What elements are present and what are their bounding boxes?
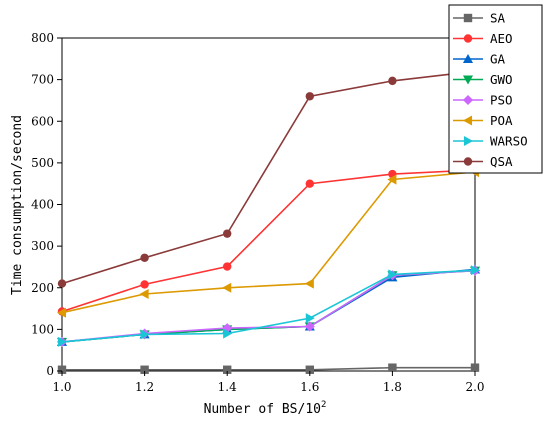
- legend-label-qsa: QSA: [490, 154, 513, 169]
- data-point-poa: [304, 278, 314, 289]
- data-point-aeo: [223, 262, 232, 271]
- y-tick-label: 600: [31, 114, 54, 128]
- data-point-sa: [388, 363, 397, 372]
- legend-label-aeo: AEO: [490, 31, 513, 46]
- series-sa: [57, 363, 480, 374]
- series-line-qsa: [61, 70, 476, 285]
- data-point-poa: [56, 307, 67, 318]
- series-line-aeo: [61, 169, 476, 313]
- y-axis-title: Time consumption/second: [10, 115, 25, 295]
- series-warso: [57, 265, 481, 347]
- data-point-qsa: [57, 279, 67, 288]
- data-point-warso: [305, 313, 315, 324]
- legend-label-gwo: GWO: [490, 72, 513, 87]
- data-point-warso: [388, 269, 398, 280]
- legend-marker-qsa: [463, 157, 473, 166]
- axes-layer: 0 100 200 300 400 500 600 700 800 1.0 1.2 1.4 1.6 1.8…: [31, 31, 484, 394]
- y-tick-label: 0: [46, 364, 54, 378]
- data-point-warso: [57, 336, 68, 347]
- data-point-poa: [139, 288, 149, 300]
- legend-marker-warso: [463, 135, 474, 147]
- series-aeo: [57, 165, 480, 316]
- x-axis-title: Number of BS/102: [204, 400, 327, 417]
- data-point-sa: [470, 363, 480, 372]
- data-point-warso: [140, 329, 150, 340]
- legend-label-sa: SA: [490, 11, 506, 26]
- legend-item-ga: GA: [453, 52, 506, 67]
- legend-item-warso: WARSO: [453, 134, 528, 149]
- series-line-warso: [61, 269, 476, 343]
- legend-label-ga: GA: [490, 52, 506, 67]
- legend-marker-ga: [462, 53, 474, 64]
- legend-item-gwo: GWO: [453, 72, 513, 87]
- y-tick-label: 500: [31, 156, 54, 170]
- y-tick-label: 100: [31, 322, 54, 336]
- plot-area: [61, 37, 476, 372]
- series-gwo: [56, 266, 481, 347]
- legend-item-sa: SA: [453, 11, 506, 26]
- data-point-warso: [470, 265, 481, 276]
- x-tick-label: 1.6: [300, 380, 319, 394]
- y-tick-label: 700: [31, 73, 54, 87]
- data-point-warso: [223, 328, 233, 339]
- y-tick-label: 800: [31, 31, 54, 45]
- series-layer: [56, 67, 481, 374]
- series-line-ga: [61, 268, 476, 343]
- legend-label-pso: PSO: [490, 93, 513, 108]
- x-axis-title-sup: 2: [321, 400, 326, 410]
- y-tick-label: 200: [31, 281, 54, 295]
- legend-item-pso: PSO: [453, 93, 513, 108]
- plot-frame: [61, 37, 476, 372]
- data-point-qsa: [305, 92, 314, 101]
- y-tick-label: 400: [31, 198, 54, 212]
- data-point-sa: [57, 365, 67, 374]
- legend: SA AEO GA GWO PSO POA WARSO QSA: [448, 4, 543, 174]
- x-tick-label: 1.8: [383, 380, 402, 394]
- data-point-aeo: [140, 280, 149, 289]
- legend-label-poa: POA: [490, 113, 513, 128]
- data-point-poa: [222, 282, 232, 293]
- series-line-gwo: [61, 269, 476, 343]
- series-line-sa: [62, 366, 475, 371]
- x-tick-label: 2.0: [465, 380, 484, 394]
- data-point-qsa: [223, 229, 232, 238]
- legend-label-warso: WARSO: [490, 134, 528, 149]
- series-line-poa: [61, 171, 476, 314]
- legend-marker-gwo: [462, 75, 474, 85]
- data-point-pso: [304, 321, 315, 332]
- legend-item-aeo: AEO: [453, 31, 513, 46]
- series-line-pso: [61, 269, 476, 343]
- legend-marker-pso: [462, 94, 474, 106]
- data-point-poa: [387, 174, 397, 185]
- legend-marker-sa: [463, 13, 473, 23]
- x-tick-label: 1.2: [135, 380, 154, 394]
- legend-marker-aeo: [463, 34, 473, 43]
- x-tick-label: 1.0: [52, 380, 71, 394]
- data-point-sa: [305, 365, 314, 374]
- data-point-sa: [223, 365, 232, 374]
- x-axis-title-main: Number of BS/10: [204, 402, 321, 417]
- legend-marker-poa: [462, 115, 473, 126]
- data-point-sa: [140, 365, 149, 374]
- data-point-aeo: [305, 179, 314, 188]
- x-tick-label: 1.4: [218, 380, 237, 394]
- y-tick-label: 300: [31, 239, 54, 253]
- data-point-qsa: [140, 253, 149, 262]
- legend-item-qsa: QSA: [453, 154, 513, 169]
- series-pso: [56, 265, 481, 347]
- data-point-qsa: [388, 76, 397, 86]
- legend-item-poa: POA: [453, 113, 513, 128]
- series-ga: [56, 264, 481, 346]
- series-poa: [56, 166, 480, 318]
